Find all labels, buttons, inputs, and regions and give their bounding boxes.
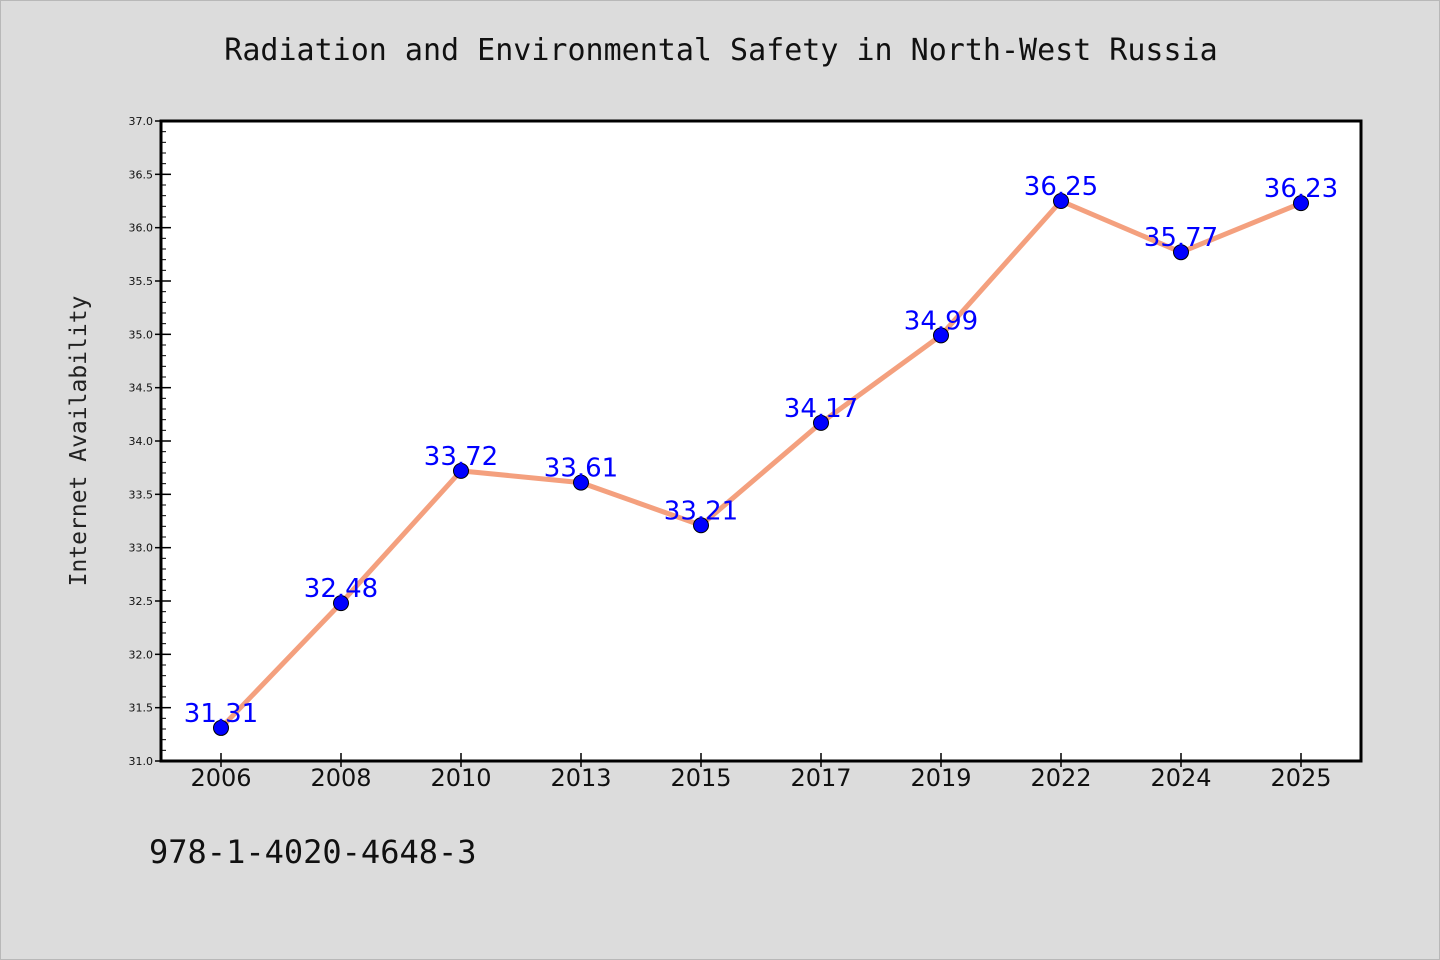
x-tick-label: 2025 [1270, 764, 1331, 792]
data-label: 33.61 [544, 454, 618, 484]
data-label: 32.48 [304, 574, 378, 604]
y-tick-label: 33.5 [129, 488, 154, 501]
data-point [333, 595, 349, 612]
y-tick-label: 36.0 [129, 222, 154, 235]
data-point [573, 474, 589, 491]
y-tick-label: 32.5 [129, 595, 154, 608]
plot-area [161, 121, 1361, 761]
y-tick-label: 31.5 [129, 702, 154, 715]
data-point [453, 462, 469, 479]
y-tick-label: 37.0 [129, 115, 154, 128]
x-tick-label: 2017 [790, 764, 851, 792]
y-tick-label: 31.0 [129, 755, 154, 768]
data-label: 31.31 [184, 699, 258, 729]
series-line [218, 198, 1304, 731]
data-point [813, 414, 829, 431]
y-axis-label: Internet Availability [66, 296, 92, 587]
plot-border [159, 119, 1363, 763]
x-tick-label: 2015 [670, 764, 731, 792]
y-tick-label: 34.5 [129, 382, 154, 395]
data-point [1053, 193, 1069, 209]
data-point [1173, 244, 1189, 261]
y-axis-ticks: 31.0 31.5 32.0 32.5 33.0 33.5 34.0 34.5 35.0 35.5… [129, 115, 171, 768]
data-label: 34.99 [904, 306, 978, 336]
x-tick-label: 2010 [430, 764, 491, 792]
y-tick-label: 33.0 [129, 542, 154, 555]
y-tick-label: 35.5 [129, 275, 154, 288]
chart-title: Radiation and Environmental Safety in No… [224, 33, 1218, 68]
data-labels: 31.31 32.48 33.72 33.61 33.21 34.17 34.99 36.25… [184, 172, 1338, 729]
x-tick-label: 2008 [310, 764, 371, 792]
data-points [213, 193, 1309, 736]
data-label: 36.25 [1024, 172, 1098, 202]
data-point [693, 517, 709, 534]
x-tick-label: 2024 [1150, 764, 1211, 792]
x-tick-label: 2006 [190, 764, 251, 792]
data-point [213, 719, 229, 736]
data-label: 33.21 [664, 496, 738, 526]
y-tick-label: 34.0 [129, 435, 154, 448]
y-tick-label: 35.0 [129, 328, 154, 341]
x-tick-label: 2019 [910, 764, 971, 792]
data-point [1293, 195, 1309, 212]
data-label: 36.23 [1264, 174, 1338, 204]
data-label: 35.77 [1144, 223, 1218, 253]
data-label: 34.17 [784, 394, 858, 424]
data-point [933, 327, 949, 344]
x-tick-label: 2013 [550, 764, 611, 792]
x-tick-label: 2022 [1030, 764, 1091, 792]
data-label: 33.72 [424, 442, 498, 472]
y-tick-label: 32.0 [129, 648, 154, 661]
isbn-label: 978-1-4020-4648-3 [149, 833, 477, 871]
y-tick-label: 36.5 [129, 168, 154, 181]
